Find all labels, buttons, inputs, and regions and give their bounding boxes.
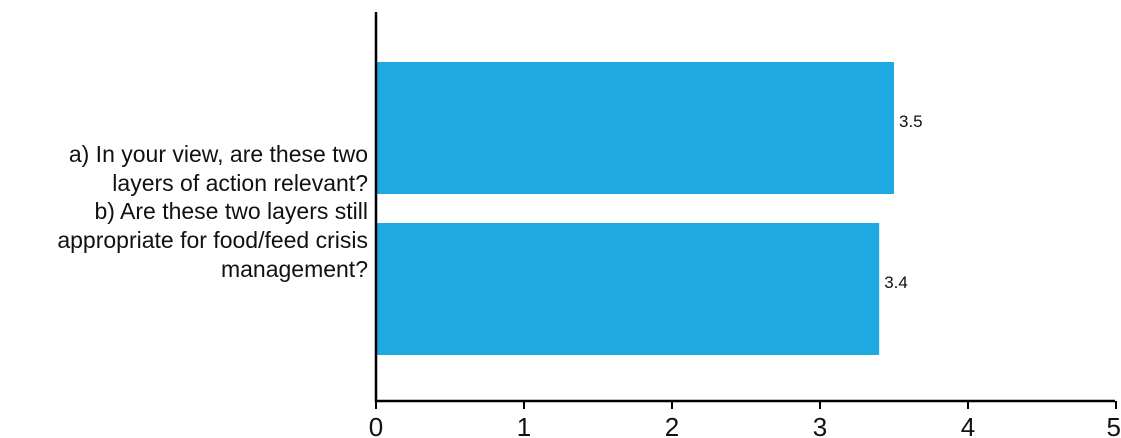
- category-label-line: a) In your view, are these two: [69, 141, 368, 167]
- value-label-b: 3.4: [884, 273, 908, 292]
- value-labels: 3.5 3.4: [884, 112, 922, 292]
- category-label-line: layers of action relevant?: [112, 170, 368, 196]
- category-labels: a) In your view, are these two layers of …: [57, 141, 368, 282]
- x-axis-ticks: 0 1 2 3 4 5: [369, 401, 1121, 438]
- bar-b: [376, 223, 880, 355]
- x-tick-label-4: 4: [961, 412, 975, 438]
- x-tick-label-5: 5: [1107, 412, 1121, 438]
- bars: [376, 62, 894, 355]
- category-label-line: b) Are these two layers still: [94, 198, 368, 224]
- category-label-a: a) In your view, are these two layers of …: [69, 141, 368, 196]
- category-label-b: b) Are these two layers still appropriate…: [57, 198, 368, 282]
- x-tick-label-3: 3: [813, 412, 827, 438]
- x-tick-label-0: 0: [369, 412, 383, 438]
- category-label-line: management?: [221, 256, 368, 282]
- value-label-a: 3.5: [899, 112, 923, 131]
- x-tick-label-1: 1: [517, 412, 531, 438]
- bar-a: [376, 62, 894, 194]
- category-label-line: appropriate for food/feed crisis: [57, 227, 368, 253]
- x-tick-label-2: 2: [665, 412, 679, 438]
